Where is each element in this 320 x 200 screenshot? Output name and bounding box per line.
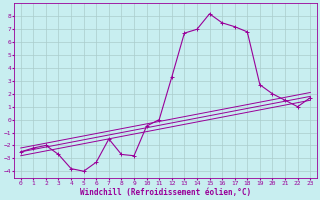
X-axis label: Windchill (Refroidissement éolien,°C): Windchill (Refroidissement éolien,°C)	[80, 188, 251, 197]
